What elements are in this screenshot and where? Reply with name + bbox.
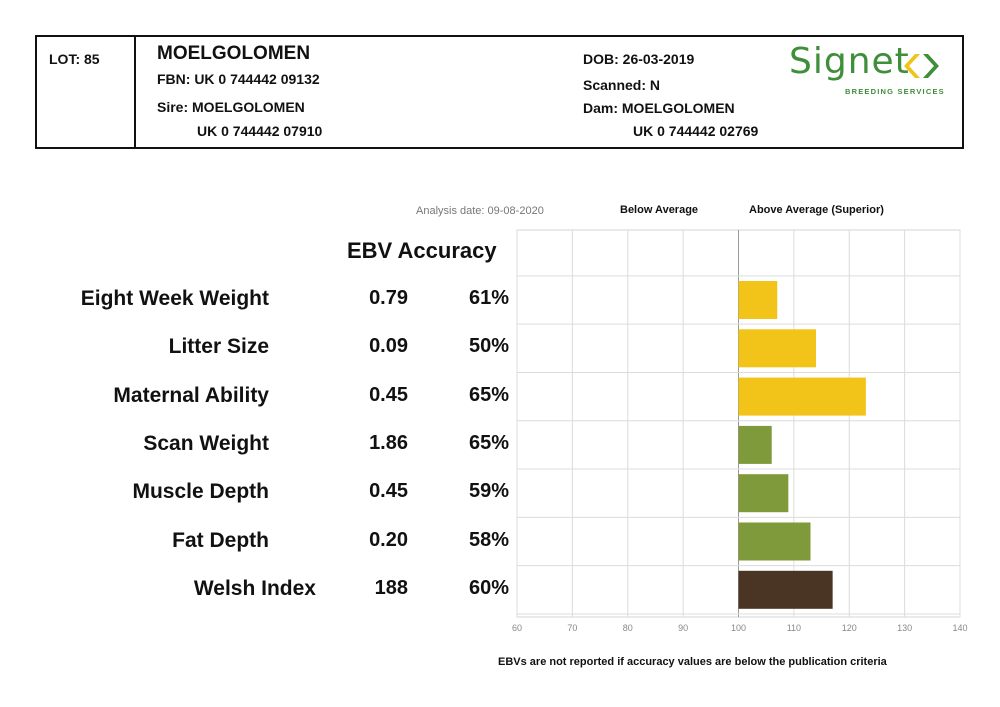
header-divider xyxy=(134,37,136,147)
trait-label: Eight Week Weight xyxy=(80,287,269,310)
scanned-status: Scanned: N xyxy=(583,77,661,93)
ebv-value: 0.09 xyxy=(369,335,408,357)
flock-book-number: FBN: UK 0 744442 09132 xyxy=(157,71,320,87)
accuracy-value: 65% xyxy=(468,384,509,406)
x-tick-label: 60 xyxy=(512,623,522,633)
trait-label: Litter Size xyxy=(168,335,269,358)
legend-above-average: Above Average (Superior) xyxy=(749,204,884,216)
dam-id: UK 0 744442 02769 xyxy=(633,123,759,139)
ebv-value: 0.20 xyxy=(369,529,408,551)
legend-below-average: Below Average xyxy=(620,204,699,216)
ebv-bar-chart: 60 70 80 90 100 110 120 130 140 xyxy=(512,229,968,633)
bar-litter-size xyxy=(738,329,817,368)
x-tick-label: 110 xyxy=(787,623,801,633)
logo-chevrons-icon xyxy=(904,54,939,78)
ebv-value: 0.79 xyxy=(369,287,408,309)
x-tick-label: 140 xyxy=(952,623,967,633)
trait-label: Muscle Depth xyxy=(132,480,269,503)
x-tick-label: 120 xyxy=(842,623,857,633)
sire-id: UK 0 744442 07910 xyxy=(197,123,323,139)
animal-name: MOELGOLOMEN xyxy=(157,43,311,64)
analysis-date: Analysis date: 09-08-2020 xyxy=(416,205,544,217)
bar-scan-weight xyxy=(738,425,772,464)
trait-label: Scan Weight xyxy=(143,432,269,455)
dam-name: Dam: MOELGOLOMEN xyxy=(583,100,735,116)
ebv-value: 0.45 xyxy=(369,384,408,406)
ebv-value: 0.45 xyxy=(369,480,408,502)
trait-label: Welsh Index xyxy=(193,577,316,600)
bar-muscle-depth xyxy=(738,474,789,513)
accuracy-value: 59% xyxy=(468,480,509,502)
ebv-accuracy-header: EBV Accuracy xyxy=(347,238,497,263)
ebv-value: 1.86 xyxy=(369,432,408,454)
accuracy-value: 58% xyxy=(468,529,509,551)
bar-welsh-index xyxy=(738,570,833,609)
header-box: LOT: 85 MOELGOLOMEN FBN: UK 0 744442 091… xyxy=(35,35,964,149)
x-tick-label: 80 xyxy=(623,623,633,633)
accuracy-value: 60% xyxy=(468,577,509,599)
bar-eight-week-weight xyxy=(738,281,778,319)
logo-wordmark: Signet xyxy=(789,41,910,82)
trait-label: Fat Depth xyxy=(172,529,269,552)
bar-fat-depth xyxy=(738,522,811,561)
accuracy-value: 50% xyxy=(468,335,509,357)
x-tick-label: 100 xyxy=(731,623,746,633)
lot-number: LOT: 85 xyxy=(49,51,100,67)
x-tick-label: 70 xyxy=(567,623,577,633)
x-tick-label: 130 xyxy=(897,623,912,633)
accuracy-value: 61% xyxy=(468,287,509,309)
signet-logo: Signet BREEDING SERVICES xyxy=(789,41,949,103)
trait-label: Maternal Ability xyxy=(113,384,269,407)
date-of-birth: DOB: 26-03-2019 xyxy=(583,51,695,67)
footnote: EBVs are not reported if accuracy values… xyxy=(498,656,887,668)
x-tick-label: 90 xyxy=(678,623,688,633)
accuracy-value: 65% xyxy=(468,432,509,454)
ebv-value: 188 xyxy=(374,577,408,599)
bar-maternal-ability xyxy=(738,377,866,416)
sire-name: Sire: MOELGOLOMEN xyxy=(157,99,305,115)
logo-subtext: BREEDING SERVICES xyxy=(845,87,945,96)
